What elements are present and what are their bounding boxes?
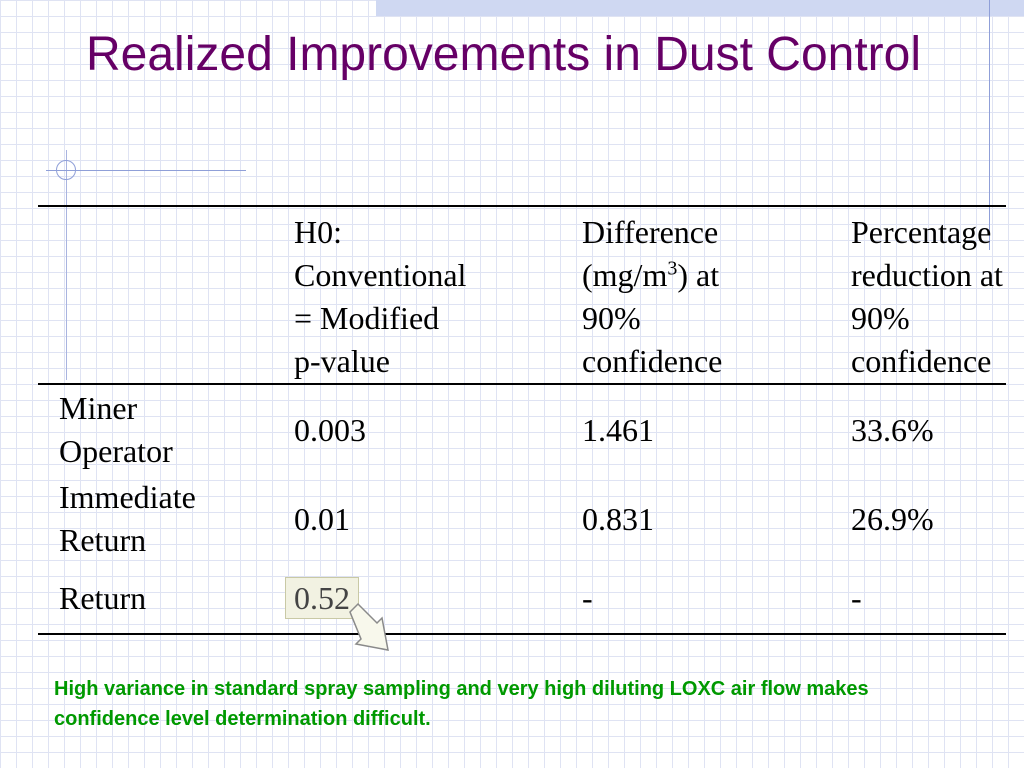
table-row: Return 0.52 - -: [38, 563, 1006, 634]
percentage-cell: -: [851, 579, 862, 616]
units-prefix: (mg/m: [582, 257, 668, 293]
percentage-cell: 26.9%: [851, 500, 934, 537]
row-label: Miner Operator: [38, 384, 273, 475]
header-hypothesis: H0: Conventional = Modified p-value: [273, 206, 561, 384]
pointer-arrow-icon: [349, 602, 389, 651]
decorative-left-line: [66, 150, 67, 380]
slide-title: Realized Improvements in Dust Control: [86, 28, 922, 81]
difference-cell: 1.461: [582, 411, 654, 448]
highlighted-p-value: 0.52: [285, 576, 359, 619]
decorative-right-line: [989, 0, 990, 250]
p-value-cell-highlighted: 0.52: [273, 563, 561, 634]
row-label: Return: [38, 563, 273, 634]
row-label-line: Operator: [59, 433, 173, 469]
percentage-cell: 33.6%: [851, 411, 934, 448]
header-percentage-line: Percentage: [851, 214, 992, 250]
header-difference: Difference (mg/m3) at 90% confidence: [561, 206, 830, 384]
decorative-top-band: [376, 0, 1024, 16]
header-percentage-line: reduction at: [851, 257, 1003, 293]
row-label: Immediate Return: [38, 475, 273, 563]
results-table: H0: Conventional = Modified p-value Diff…: [38, 205, 1006, 635]
header-hypothesis-line: Conventional: [294, 257, 467, 293]
decorative-title-rule: [46, 170, 246, 171]
row-label-line: Return: [59, 579, 147, 616]
header-empty-cell: [38, 206, 273, 384]
header-hypothesis-line: H0:: [294, 214, 342, 250]
difference-cell: 0.831: [582, 500, 654, 537]
header-percentage: Percentage reduction at 90% confidence: [830, 206, 1006, 384]
header-hypothesis-line: p-value: [294, 343, 390, 379]
row-label-line: Immediate: [59, 479, 196, 515]
row-label-line: Return: [59, 522, 147, 558]
header-difference-line: 90%: [582, 300, 641, 336]
table-row: Miner Operator 0.003 1.461 33.6%: [38, 384, 1006, 475]
decorative-circle-icon: [56, 160, 76, 180]
difference-cell: -: [582, 579, 593, 616]
header-difference-units: (mg/m3) at: [582, 254, 830, 297]
table-row: Immediate Return 0.01 0.831 26.9%: [38, 475, 1006, 563]
table-header-row: H0: Conventional = Modified p-value Diff…: [38, 206, 1006, 384]
footnote-text: High variance in standard spray sampling…: [54, 678, 869, 730]
header-difference-line: Difference: [582, 214, 719, 250]
units-suffix: ) at: [677, 257, 720, 293]
p-value-cell: 0.003: [294, 411, 366, 448]
row-label-line: Miner: [59, 390, 138, 426]
header-difference-line: confidence: [582, 343, 723, 379]
header-percentage-line: 90%: [851, 300, 910, 336]
p-value-cell: 0.01: [294, 500, 350, 537]
header-hypothesis-line: = Modified: [294, 300, 440, 336]
units-exponent: 3: [667, 257, 678, 280]
header-percentage-line: confidence: [851, 343, 992, 379]
